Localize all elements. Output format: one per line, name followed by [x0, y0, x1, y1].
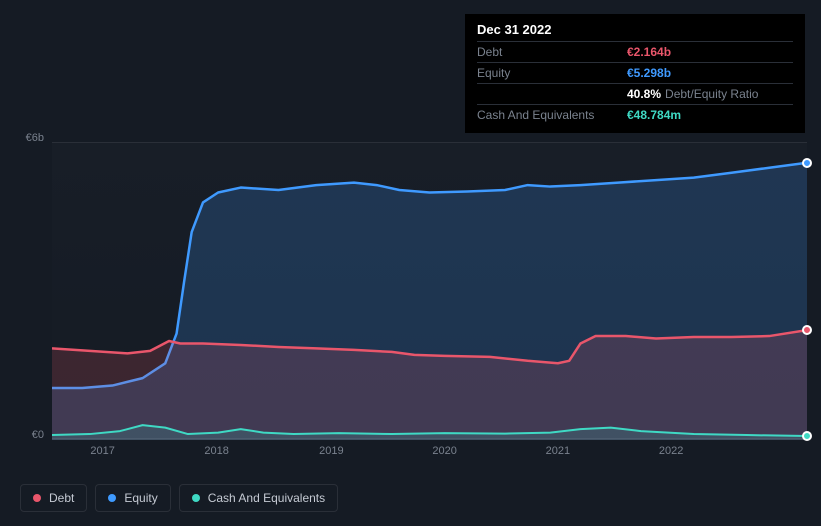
legend-dot-icon [192, 494, 200, 502]
legend-item-cash-and-equivalents[interactable]: Cash And Equivalents [179, 484, 338, 512]
cursor-dot-equity [802, 158, 812, 168]
tooltip-row-value: €48.784m [627, 108, 681, 122]
y-axis-label: €6b [0, 132, 44, 144]
legend-item-equity[interactable]: Equity [95, 484, 170, 512]
x-axis-label: 2020 [432, 445, 456, 457]
tooltip-row-value: 40.8%Debt/Equity Ratio [627, 87, 758, 101]
tooltip-row: Cash And Equivalents€48.784m [477, 105, 793, 125]
legend-item-label: Debt [49, 491, 74, 505]
legend: Debt Equity Cash And Equivalents [20, 484, 338, 512]
legend-item-label: Equity [124, 491, 157, 505]
x-axis-label: 2021 [546, 445, 570, 457]
x-axis-label: 2018 [204, 445, 228, 457]
tooltip-row: 40.8%Debt/Equity Ratio [477, 84, 793, 105]
chart-plot-area[interactable] [52, 142, 807, 439]
tooltip-panel: Dec 31 2022 Debt€2.164bEquity€5.298b40.8… [465, 14, 805, 133]
legend-dot-icon [108, 494, 116, 502]
legend-dot-icon [33, 494, 41, 502]
cursor-dot-cash-and-equivalents [802, 431, 812, 441]
x-axis-label: 2019 [319, 445, 343, 457]
x-axis-label: 2017 [90, 445, 114, 457]
legend-item-label: Cash And Equivalents [208, 491, 325, 505]
tooltip-row-value: €2.164b [627, 45, 671, 59]
tooltip-row-label: Cash And Equivalents [477, 108, 627, 122]
legend-item-debt[interactable]: Debt [20, 484, 87, 512]
tooltip-row: Equity€5.298b [477, 63, 793, 84]
y-axis-label: €0 [0, 429, 44, 441]
cursor-dot-debt [802, 325, 812, 335]
tooltip-row-label [477, 87, 627, 101]
x-axis-label: 2022 [659, 445, 683, 457]
tooltip-row: Debt€2.164b [477, 42, 793, 63]
tooltip-row-label: Equity [477, 66, 627, 80]
chart-container: Dec 31 2022 Debt€2.164bEquity€5.298b40.8… [0, 0, 821, 526]
tooltip-date: Dec 31 2022 [477, 22, 793, 42]
tooltip-row-secondary: Debt/Equity Ratio [665, 87, 758, 101]
tooltip-row-value: €5.298b [627, 66, 671, 80]
tooltip-row-label: Debt [477, 45, 627, 59]
